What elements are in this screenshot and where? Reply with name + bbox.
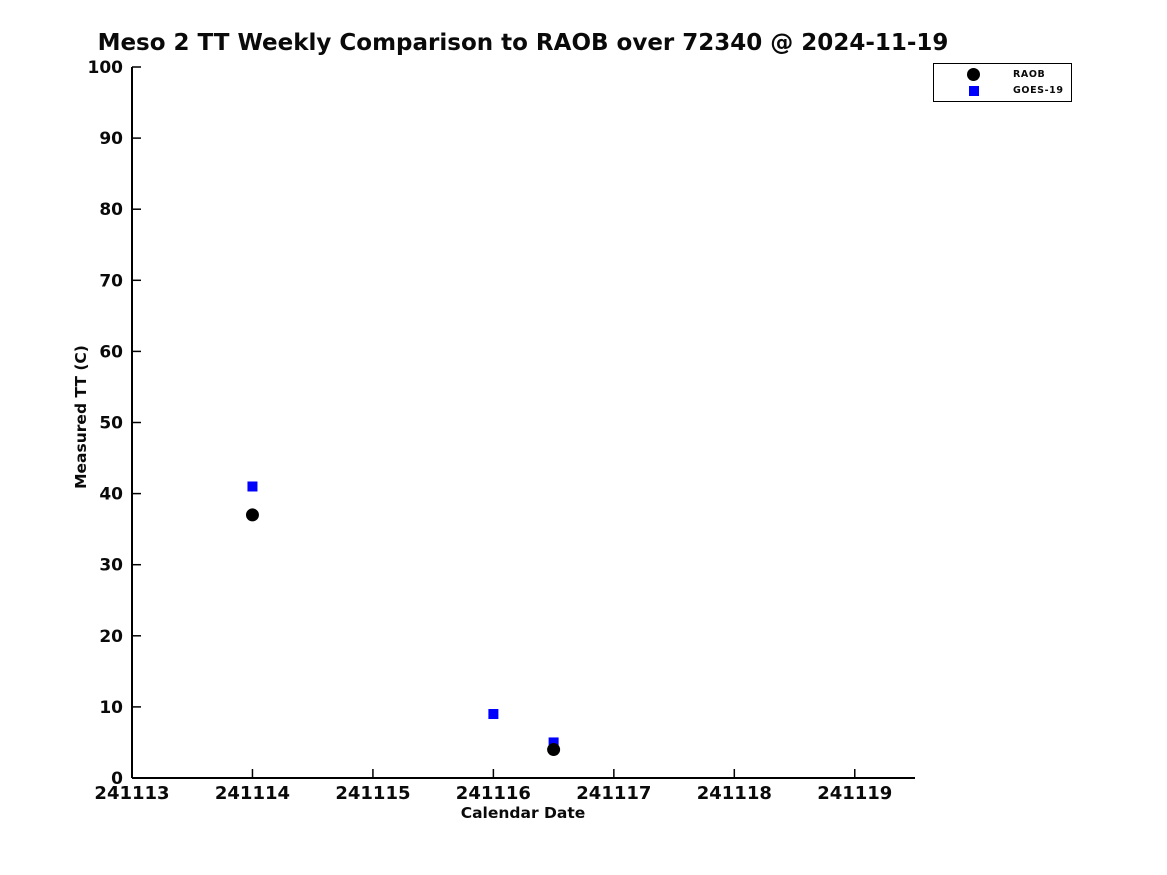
y-tick-label: 70 [99, 271, 123, 291]
data-point-raob [245, 508, 259, 522]
circle-marker-icon [967, 68, 980, 81]
data-point-goes-19 [548, 737, 559, 748]
x-tick-label: 241119 [817, 783, 892, 804]
x-tick-label: 241115 [335, 783, 410, 804]
y-tick-label: 30 [99, 556, 123, 576]
x-tick-label: 241117 [576, 783, 651, 804]
legend-label: GOES-19 [1013, 85, 1064, 96]
data-point-raob [547, 743, 561, 757]
y-tick-label: 0 [111, 769, 123, 789]
y-tick-label: 90 [99, 129, 123, 149]
chart-title: Meso 2 TT Weekly Comparison to RAOB over… [97, 30, 949, 56]
data-point-goes-19 [247, 481, 258, 492]
x-tick-label: 241116 [456, 783, 531, 804]
x-tick-label: 241118 [697, 783, 772, 804]
legend-marker-cell [934, 85, 1013, 96]
legend-item-raob: RAOB [934, 67, 1071, 82]
y-tick-label: 40 [99, 485, 123, 505]
y-tick-label: 50 [99, 414, 123, 434]
x-tick-label: 241113 [94, 783, 169, 804]
legend-item-goes-19: GOES-19 [934, 83, 1071, 98]
data-point-goes-19 [488, 709, 499, 720]
y-tick-label: 20 [99, 627, 123, 647]
square-marker-icon [968, 85, 979, 96]
y-tick-label: 80 [99, 200, 123, 220]
legend: RAOB GOES-19 [933, 63, 1072, 102]
y-tick-label: 60 [99, 342, 123, 362]
y-tick-label: 10 [99, 698, 123, 718]
x-axis-label: Calendar Date [460, 804, 586, 822]
y-tick-label: 100 [88, 58, 124, 78]
legend-label: RAOB [1013, 69, 1046, 80]
x-tick-label: 241114 [215, 783, 290, 804]
legend-marker-cell [934, 68, 1013, 81]
